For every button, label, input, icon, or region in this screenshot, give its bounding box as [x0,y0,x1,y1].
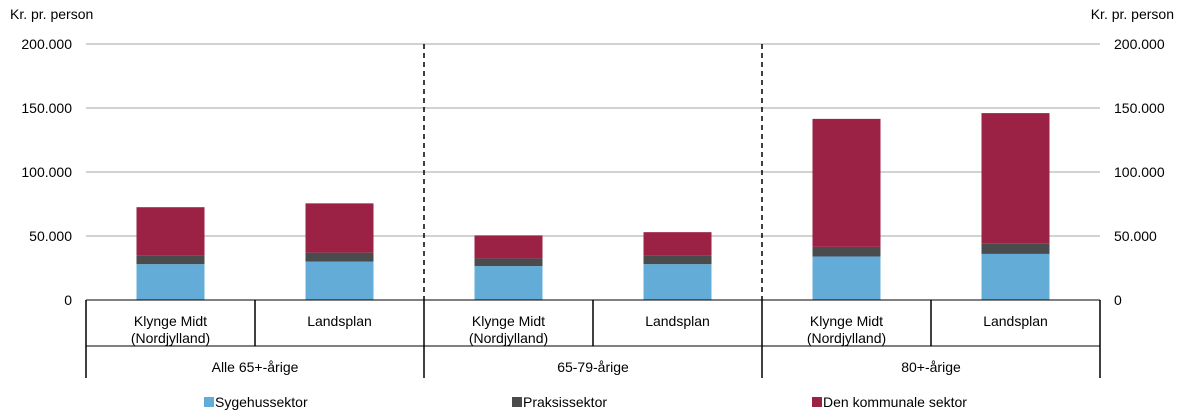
y-axis-label-right: Kr. pr. person [1091,6,1174,22]
bar-segment [643,264,712,300]
bar-segment [136,255,205,265]
legend-label: Sygehussektor [215,394,308,410]
group-separators [423,44,763,300]
y-tick-label-right: 150.000 [1114,100,1165,116]
x-tick-label: Landsplan [307,313,372,329]
bar-segment [981,253,1050,300]
bar-segment [981,113,1050,244]
bar-segment [981,243,1050,254]
bar-segment [305,252,374,262]
group-label: Alle 65+-årige [212,359,299,375]
x-tick-label: Landsplan [645,313,710,329]
x-tick-label: Klynge Midt (Nordjylland) [469,313,548,346]
bar-segment [643,232,712,256]
y-tick-label-right: 100.000 [1114,164,1165,180]
y-axis-label-left: Kr. pr. person [10,6,93,22]
bar-segment [136,264,205,300]
y-tick-label-right: 50.000 [1114,228,1157,244]
bar-segment [812,256,881,300]
bar-segment [474,266,543,300]
y-tick-label-right: 0 [1114,292,1122,308]
bar-segment [305,261,374,300]
legend-swatch [512,397,522,407]
bar-segment [812,118,881,247]
legend-label: Den kommunale sektor [823,394,967,410]
x-tick-label: Klynge Midt (Nordjylland) [807,313,886,346]
x-tick-label: Landsplan [983,313,1048,329]
y-tick-label-left: 50.000 [29,228,72,244]
bar-segment [474,235,543,259]
y-tick-label-right: 200.000 [1114,36,1165,52]
x-tick-label: Klynge Midt (Nordjylland) [131,313,210,346]
gridlines [86,43,1100,237]
bar-segment [643,255,712,265]
bar-segment [812,246,881,257]
y-tick-label-left: 200.000 [21,36,72,52]
legend: Sygehussektor Praksissektor Den kommunale … [204,394,967,410]
group-label: 80+-årige [901,359,961,375]
y-tick-labels-left: 0 50.000 100.000 150.000 200.000 [21,36,72,308]
bars [136,113,1050,300]
bar-segment [474,258,543,267]
group-label: 65-79-årige [557,359,629,375]
category-axis: Klynge Midt (Nordjylland) Landsplan Alle 65… [85,299,1101,378]
bar-segment [136,207,205,256]
bar-segment [305,203,374,253]
legend-swatch [204,397,214,407]
legend-swatch [812,397,822,407]
y-tick-label-left: 0 [64,292,72,308]
y-tick-labels-right: 0 50.000 100.000 150.000 200.000 [1114,36,1165,308]
legend-label: Praksissektor [523,394,607,410]
y-tick-label-left: 100.000 [21,164,72,180]
y-tick-label-left: 150.000 [21,100,72,116]
